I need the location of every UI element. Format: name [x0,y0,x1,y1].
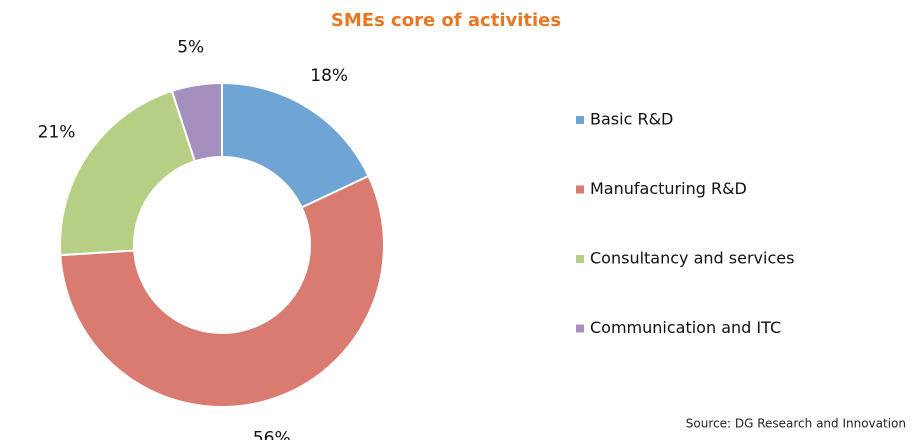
legend-label: Consultancy and services [590,249,794,268]
data-label: 21% [38,123,76,143]
data-label: 56% [253,429,291,440]
data-label: 5% [177,37,204,57]
donut-slice [59,174,385,408]
legend-label: Communication and ITC [590,318,781,337]
legend-swatch [576,185,584,194]
donut-slice [170,81,223,163]
chart-title: SMEs core of activities [331,10,561,31]
donut-slice [59,89,197,257]
legend-swatch [576,116,584,124]
legend-label: Manufacturing R&D [590,179,747,198]
legend-swatch [576,255,584,263]
data-label: 18% [310,66,348,86]
legend-swatch [576,324,584,333]
source-note: Source: DG Research and Innovation [686,417,906,431]
donut-slice [221,81,370,209]
legend-label: Basic R&D [590,110,673,129]
